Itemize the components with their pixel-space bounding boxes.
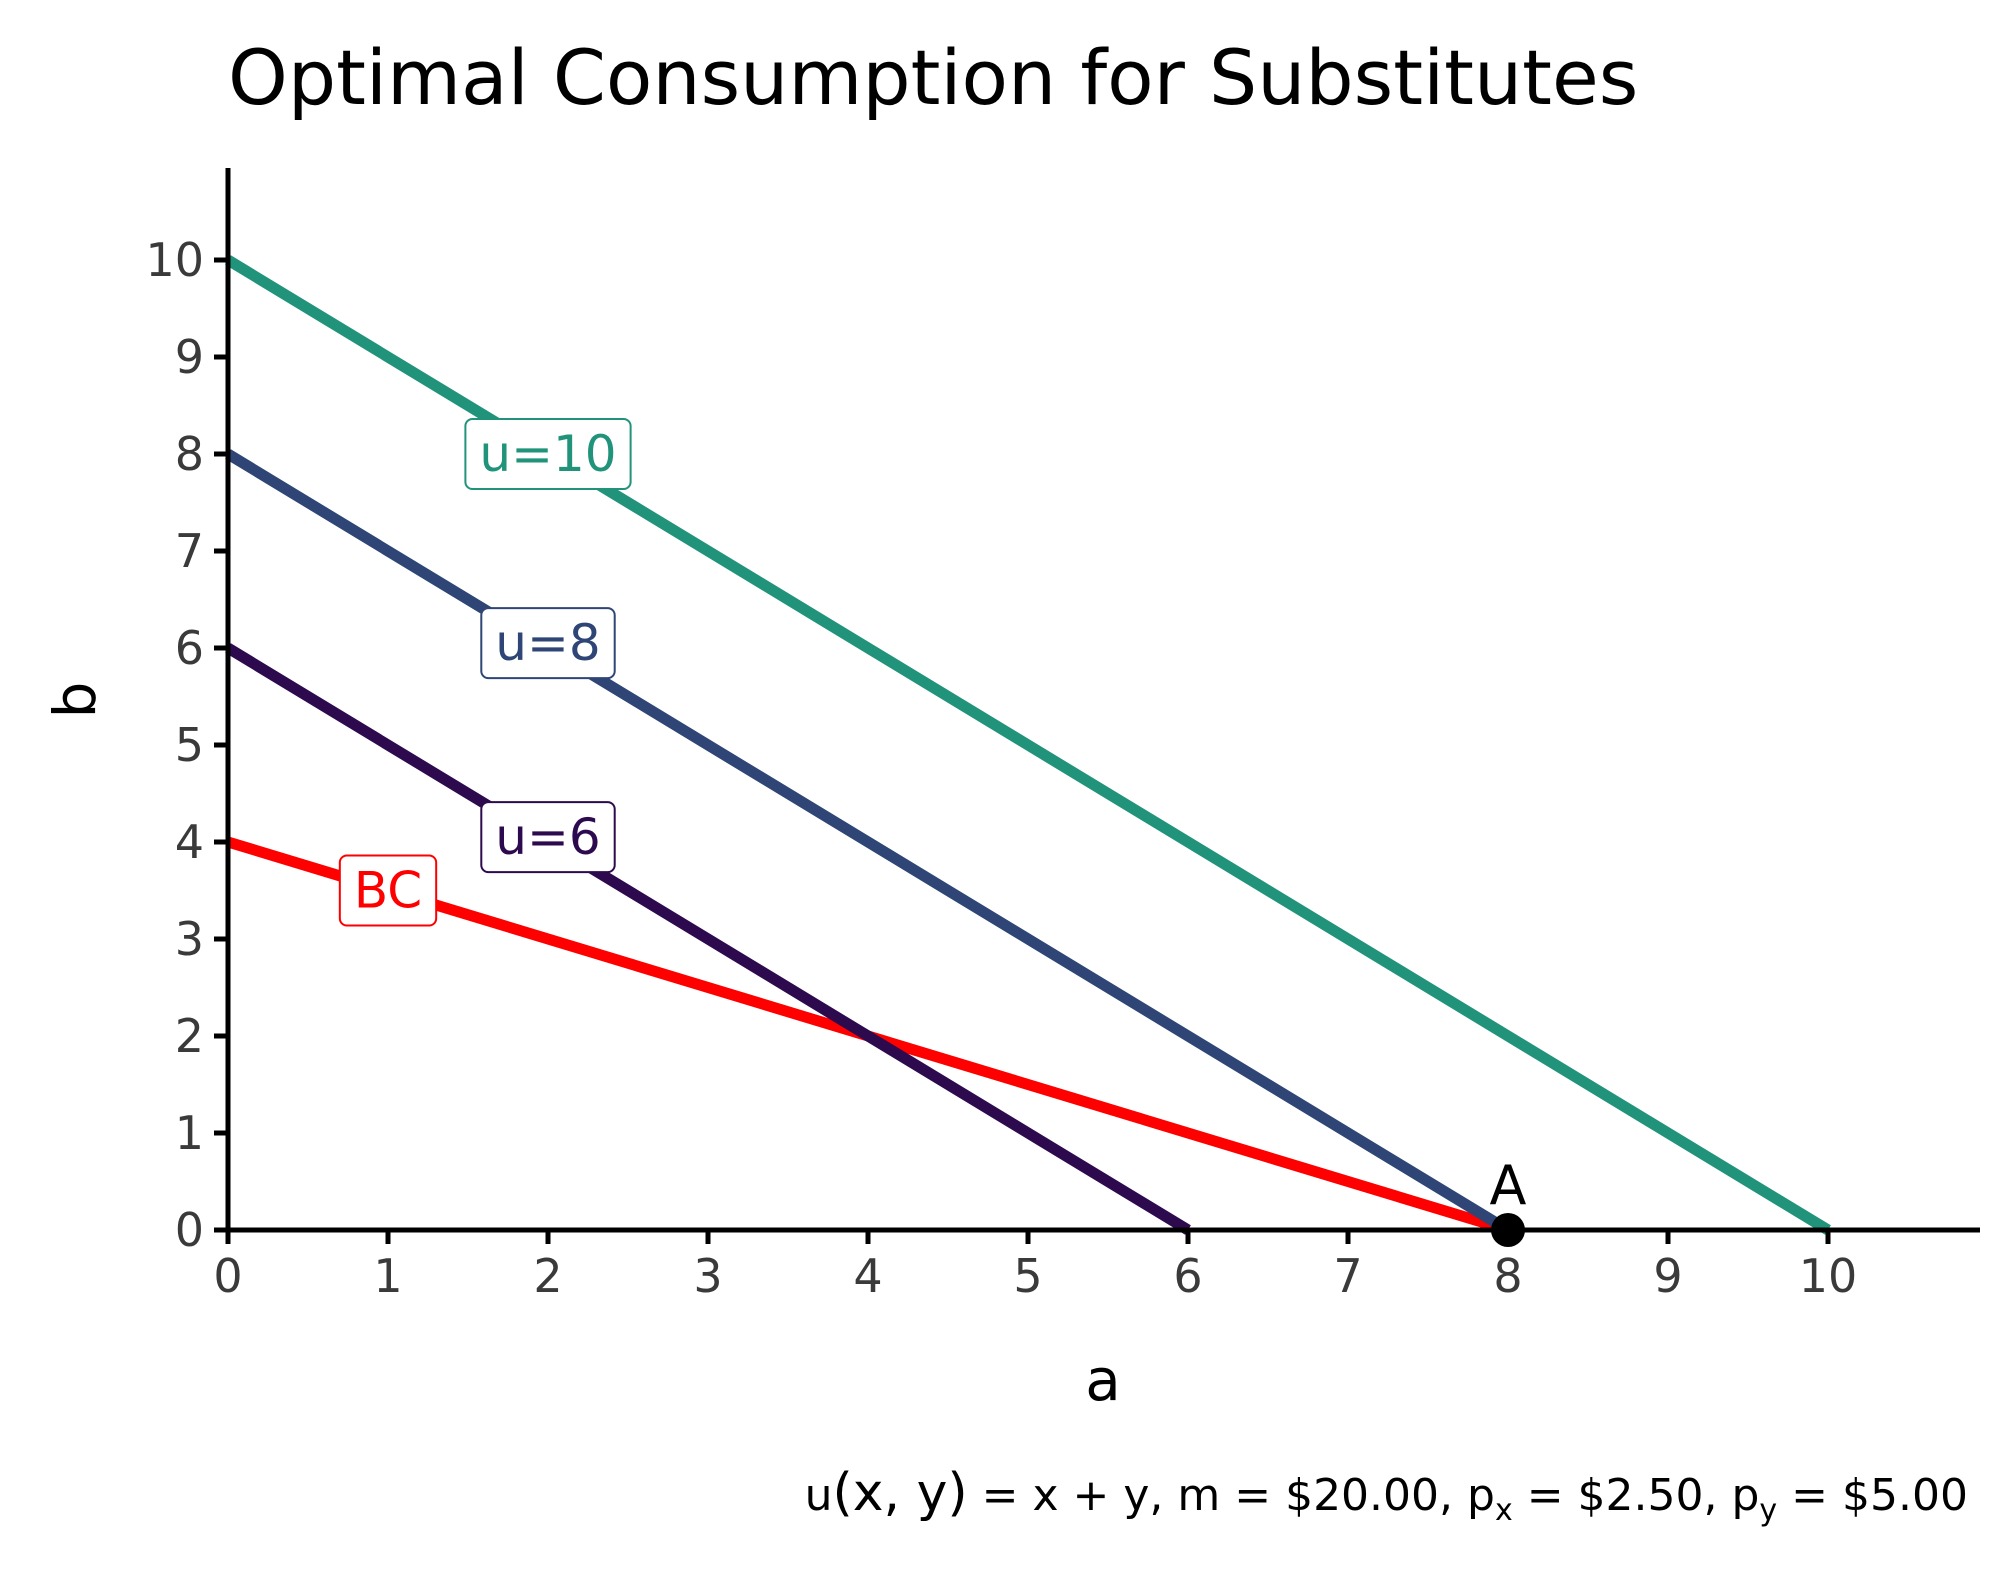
- x-axis-title: a: [1085, 1346, 1121, 1414]
- y-tick-label-0: 0: [175, 1203, 204, 1257]
- x-tick-label-8: 8: [1493, 1249, 1522, 1303]
- points-layer: A: [1490, 1154, 1527, 1247]
- series-layer: [225, 255, 1831, 1236]
- x-tick-label-4: 4: [853, 1249, 882, 1303]
- curve-label-text: u=10: [479, 425, 616, 483]
- chart-caption: u(x, y) = x + y, m = $20.00, px = $2.50,…: [805, 1463, 1968, 1528]
- curve-label-bc: BC: [338, 854, 438, 927]
- axes-layer: 0 1 2 3 4 5 6 7 8 9 10 0 1 2 3 4 5 6 7 8 9 10: [145, 168, 1980, 1303]
- curve-label-box: [480, 607, 616, 680]
- x-tick-label-1: 1: [373, 1249, 402, 1303]
- caption-u: u: [805, 1470, 833, 1521]
- caption-py-sub: y: [1759, 1493, 1777, 1528]
- y-tick-label-4: 4: [175, 815, 204, 869]
- curve-label-u-8: u=8: [480, 607, 616, 680]
- x-tick-label-2: 2: [533, 1249, 562, 1303]
- curve-label-box: [338, 854, 438, 927]
- series-line-u-8: [225, 449, 1511, 1235]
- x-tick-label-10: 10: [1799, 1249, 1858, 1303]
- y-tick-label-9: 9: [175, 330, 204, 384]
- x-tick-label-3: 3: [693, 1249, 722, 1303]
- x-tick-label-7: 7: [1333, 1249, 1362, 1303]
- y-axis-title: b: [41, 682, 109, 719]
- caption-px-sub: x: [1495, 1493, 1513, 1528]
- x-tick-label-5: 5: [1013, 1249, 1042, 1303]
- caption-rest: = x + y, m = $20.00, p: [968, 1470, 1495, 1521]
- curve-label-text: u=8: [495, 614, 600, 672]
- curve-label-u-6: u=6: [480, 801, 616, 874]
- x-tick-label-9: 9: [1653, 1249, 1682, 1303]
- y-tick-label-1: 1: [175, 1106, 204, 1160]
- y-tick-label-3: 3: [175, 912, 204, 966]
- caption-mid: = $2.50, p: [1513, 1470, 1760, 1521]
- y-tick-label-2: 2: [175, 1009, 204, 1063]
- y-tick-label-5: 5: [175, 718, 204, 772]
- x-tick-label-6: 6: [1173, 1249, 1202, 1303]
- curve-label-box: [480, 801, 616, 874]
- curve-label-u-10: u=10: [464, 418, 632, 490]
- x-tick-label-0: 0: [213, 1249, 242, 1303]
- chart-title: Optimal Consumption for Substitutes: [228, 33, 1638, 122]
- curve-label-text: u=6: [495, 808, 600, 866]
- curve-label-text: BC: [354, 862, 422, 920]
- curve-label-box: [464, 418, 632, 490]
- y-tick-label-6: 6: [175, 621, 204, 675]
- series-line-u-6: [225, 643, 1191, 1235]
- point-label-a: A: [1490, 1154, 1527, 1217]
- caption-end: = $5.00: [1777, 1470, 1968, 1521]
- labels-layer: BC u=6 u=8 u=10: [338, 418, 632, 927]
- y-tick-label-8: 8: [175, 427, 204, 481]
- y-tick-label-10: 10: [145, 233, 204, 287]
- y-tick-label-7: 7: [175, 524, 204, 578]
- caption-u-args: (x, y): [832, 1463, 967, 1523]
- point-a: [1491, 1213, 1525, 1247]
